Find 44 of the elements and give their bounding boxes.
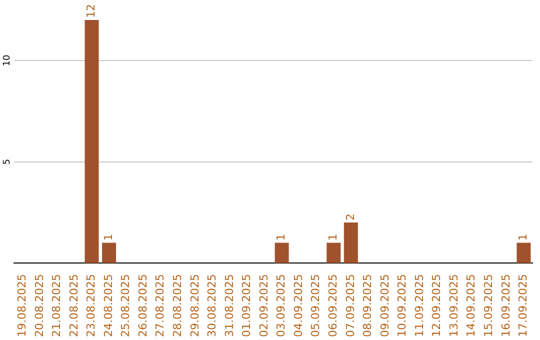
x-tick-label: 11.09.2025: [412, 274, 426, 338]
x-tick-label: 23.08.2025: [84, 274, 98, 338]
x-tick-label: 27.08.2025: [154, 274, 167, 338]
x-tick-label: 08.09.2025: [361, 274, 374, 338]
x-tick-label: 12.09.2025: [430, 274, 444, 338]
x-tick-label: 26.08.2025: [136, 274, 150, 338]
x-tick-label: 14.09.2025: [464, 274, 478, 338]
x-tick-label: 02.09.2025: [257, 274, 270, 338]
x-tick-label: 21.08.2025: [50, 274, 64, 338]
bar: [102, 242, 116, 264]
y-tick-label: 5: [2, 158, 12, 165]
x-tick-label: 05.09.2025: [309, 274, 322, 338]
data-label: 1: [326, 234, 340, 241]
x-tick-label: 24.08.2025: [102, 274, 115, 338]
x-tick-label: 03.09.2025: [274, 274, 288, 338]
x-tick-label: 29.08.2025: [188, 274, 202, 338]
bar: [516, 242, 531, 264]
x-tick-label: 22.08.2025: [67, 274, 80, 338]
bar: [326, 242, 341, 264]
x-tick-label: 04.09.2025: [292, 274, 305, 338]
x-tick-label: 20.08.2025: [32, 274, 46, 338]
bar: [274, 242, 289, 264]
data-label: 12: [84, 4, 98, 18]
bar: [84, 20, 99, 264]
x-tick-label: 06.09.2025: [326, 274, 340, 338]
x-tick-label: 13.09.2025: [447, 274, 460, 338]
x-tick-label: 01.09.2025: [240, 274, 254, 338]
x-tick-label: 25.08.2025: [119, 274, 132, 338]
x-tick-label: 30.08.2025: [206, 274, 219, 338]
x-tick-label: 16.09.2025: [499, 274, 512, 338]
x-tick-label: 17.09.2025: [516, 274, 530, 338]
y-tick-label: 10: [2, 54, 12, 66]
x-tick-label: 07.09.2025: [344, 274, 357, 338]
x-tick-label: 15.09.2025: [482, 274, 496, 338]
data-label: 1: [516, 234, 530, 241]
x-tick-label: 10.09.2025: [396, 274, 409, 338]
bar: [344, 222, 358, 264]
data-label: 1: [274, 234, 288, 241]
x-tick-label: 09.09.2025: [378, 274, 392, 338]
data-label: 2: [344, 214, 357, 221]
x-tick-label: 31.08.2025: [222, 274, 236, 338]
x-tick-label: 28.08.2025: [171, 274, 184, 338]
x-tick-label: 19.08.2025: [16, 274, 28, 338]
data-label: 1: [102, 234, 115, 241]
